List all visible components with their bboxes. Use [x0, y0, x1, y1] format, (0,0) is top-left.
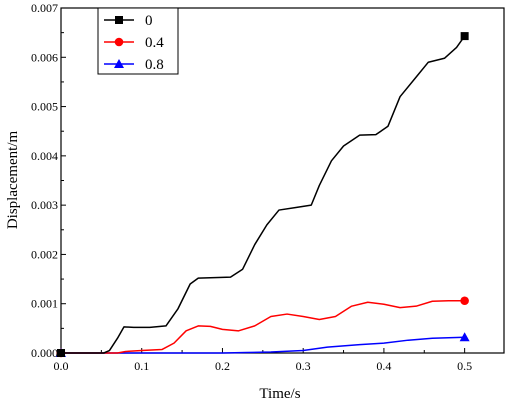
x-tick-label: 0.1: [134, 359, 149, 373]
legend-label: 0: [145, 13, 153, 29]
legend-swatch-marker: [114, 59, 124, 68]
x-tick-label: 0.4: [376, 359, 391, 373]
y-tick-label: 0.004: [31, 149, 58, 163]
series-0-4: [56, 296, 469, 358]
series-line: [61, 336, 465, 354]
x-tick-label: 0.2: [215, 359, 230, 373]
legend-label: 0.4: [145, 35, 164, 51]
series-0: [57, 32, 469, 357]
series-line: [61, 35, 466, 354]
y-tick-label: 0.002: [31, 247, 58, 261]
x-axis-title: Time/s: [259, 386, 300, 402]
y-axis-title: Displacement/m: [5, 131, 21, 230]
series-marker-start: [57, 349, 65, 357]
series-marker-end: [460, 32, 469, 41]
series-marker-end: [460, 296, 469, 306]
legend: 0 0.4 0.8: [97, 7, 179, 75]
y-tick-label: 0.003: [31, 198, 58, 212]
x-tick-label: 0.5: [457, 359, 472, 373]
legend-swatch-marker: [115, 16, 123, 24]
series-marker-end: [459, 332, 470, 342]
series-layer: [56, 32, 470, 358]
legend-label: 0.8: [145, 57, 164, 73]
y-tick-label: 0.000: [31, 346, 58, 360]
y-tick-label: 0.007: [31, 1, 58, 15]
x-axis-ticks: 0.0 0.1 0.2 0.3 0.4 0.5: [54, 348, 472, 373]
y-tick-label: 0.005: [31, 100, 58, 114]
x-tick-label: 0.0: [54, 359, 69, 373]
y-tick-label: 0.001: [31, 297, 58, 311]
y-tick-label: 0.006: [31, 50, 58, 64]
series-line: [61, 300, 465, 354]
x-tick-label: 0.3: [296, 359, 311, 373]
legend-box: [97, 7, 179, 75]
legend-swatch-marker: [114, 37, 124, 47]
